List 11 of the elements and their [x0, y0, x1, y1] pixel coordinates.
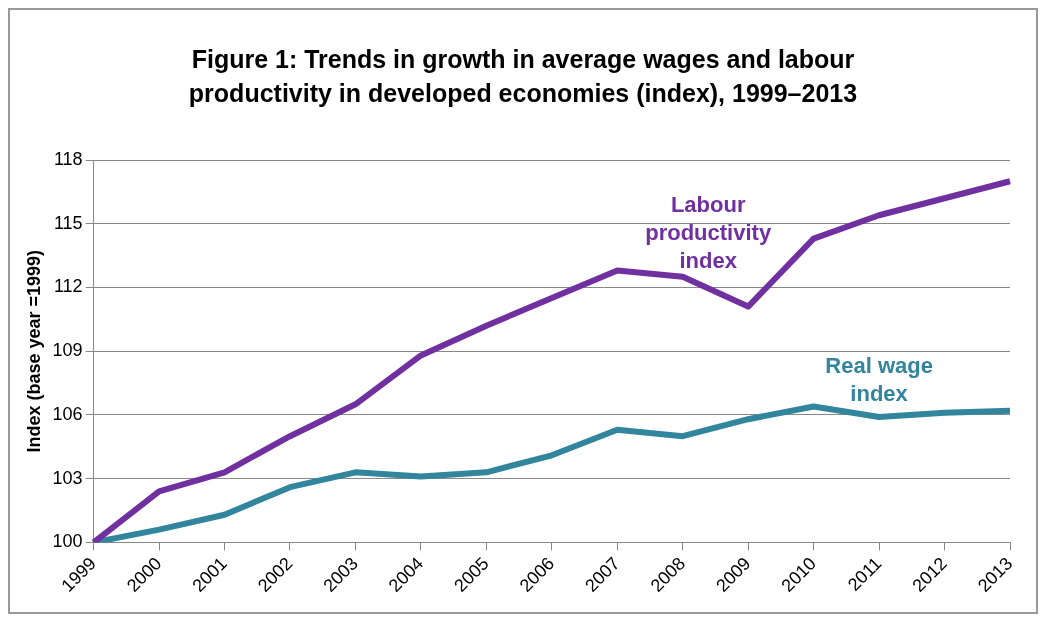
- chart-title: Figure 1: Trends in growth in average wages and labour productivity in developed economies (index), 1999–2013: [187, 44, 859, 109]
- series-label: Real wage index: [825, 353, 933, 407]
- y-tick-label: 100: [52, 531, 83, 552]
- y-tick-label: 118: [53, 148, 83, 169]
- y-tick-label: 115: [53, 212, 83, 233]
- y-tick-label: 103: [52, 467, 83, 488]
- y-tick-label: 112: [53, 276, 83, 297]
- y-tick-label: 109: [52, 340, 83, 361]
- y-tick-label: 106: [52, 403, 83, 424]
- y-axis-title: Index (base year =1999): [23, 249, 44, 453]
- series-label: Labour productivity index: [645, 191, 772, 273]
